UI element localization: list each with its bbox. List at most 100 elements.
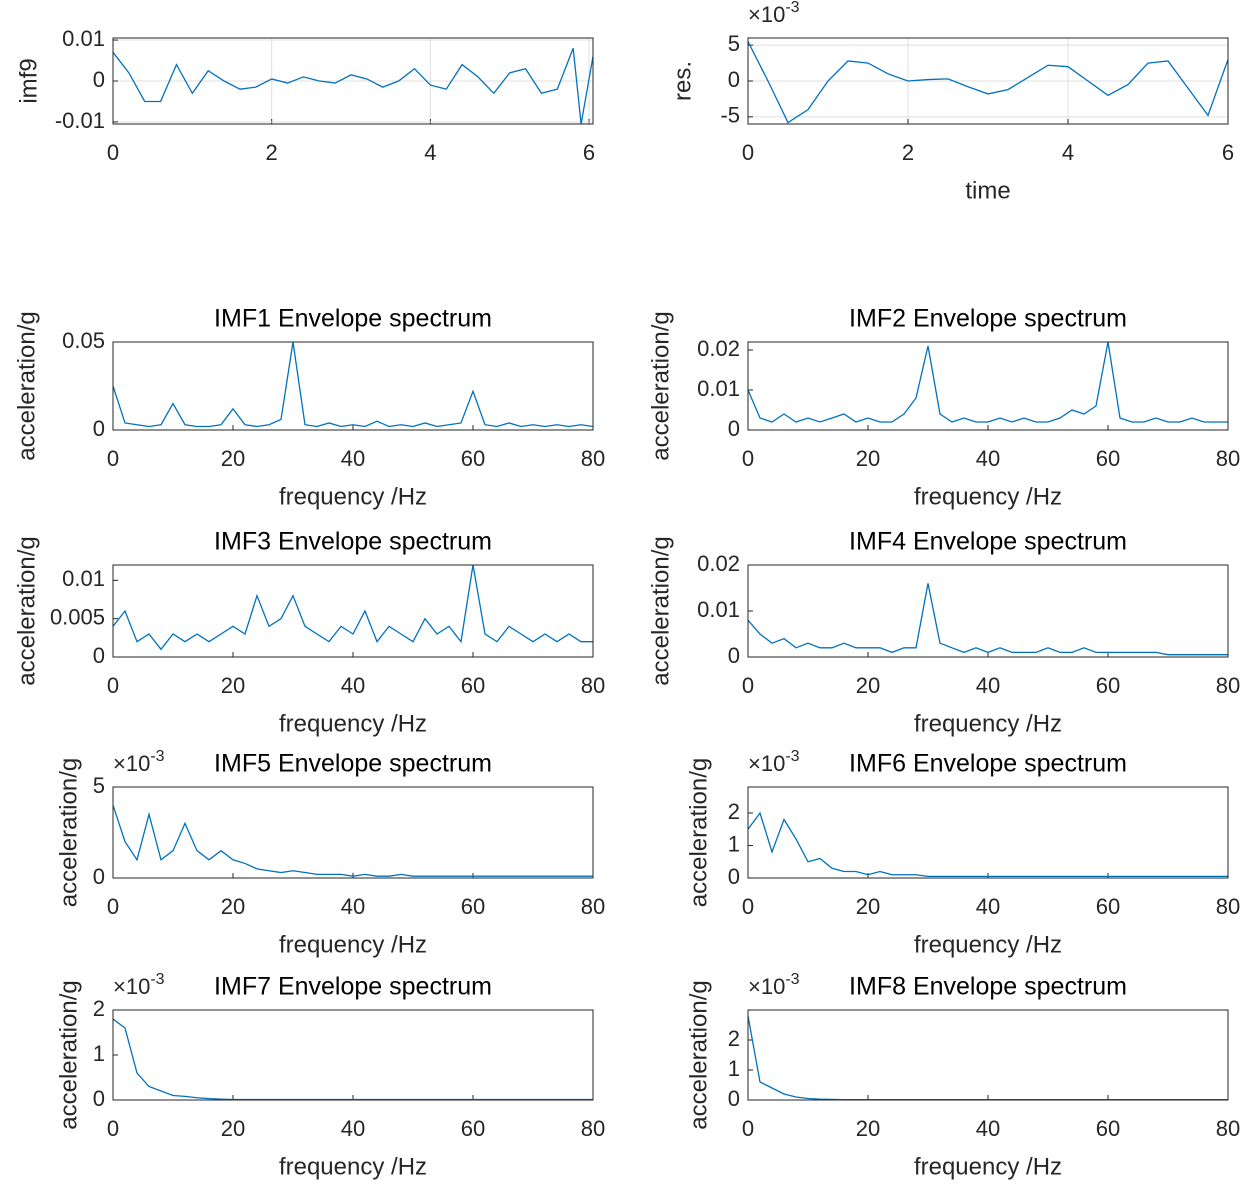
multiplier-exponent: -3: [785, 748, 799, 765]
chart-title: IMF6 Envelope spectrum: [849, 750, 1127, 778]
y-tick-label: 0.02: [697, 551, 740, 576]
x-tick-label: 2: [266, 140, 278, 165]
data-line: [113, 48, 593, 125]
y-axis-label: acceleration/g: [685, 758, 712, 907]
data-line: [113, 804, 593, 877]
x-tick-label: 20: [856, 673, 880, 698]
y-tick-label: 0.01: [697, 376, 740, 401]
x-tick-label: 2: [902, 140, 914, 165]
x-tick-label: 40: [976, 446, 1000, 471]
x-tick-label: 0: [742, 446, 754, 471]
y-tick-label: -5: [720, 103, 740, 128]
axes-box: [112, 564, 594, 658]
y-multiplier: ×10-3: [113, 971, 165, 999]
multiplier-base: ×10: [113, 974, 150, 999]
y-tick-label: 5: [93, 773, 105, 798]
axes-box: [112, 341, 594, 431]
x-tick-label: 80: [581, 673, 605, 698]
y-tick-label: 0: [93, 67, 105, 92]
x-tick-label: 40: [341, 673, 365, 698]
chart-title: IMF1 Envelope spectrum: [214, 305, 492, 333]
x-axis-label: frequency /Hz: [914, 710, 1062, 737]
y-multiplier: ×10-3: [748, 748, 800, 776]
x-tick-label: 80: [1216, 1116, 1240, 1141]
chart-title: IMF8 Envelope spectrum: [849, 973, 1127, 1001]
y-tick-label: 2: [728, 1026, 740, 1051]
multiplier-exponent: -3: [150, 748, 164, 765]
x-axis-label: frequency /Hz: [914, 483, 1062, 510]
x-tick-label: 80: [581, 894, 605, 919]
x-tick-label: 40: [976, 673, 1000, 698]
plot-area: [113, 342, 593, 430]
x-tick-label: 20: [856, 894, 880, 919]
x-tick-label: 40: [976, 894, 1000, 919]
y-tick-label: 0: [728, 643, 740, 668]
axes-box: [747, 786, 1229, 879]
x-tick-label: 60: [461, 1116, 485, 1141]
axes-box: [747, 37, 1229, 125]
x-tick-label: 20: [221, 1116, 245, 1141]
plot-area: [113, 1010, 593, 1100]
y-tick-label: 0: [728, 864, 740, 889]
y-tick-label: 1: [728, 831, 740, 856]
x-tick-label: 20: [856, 1116, 880, 1141]
x-tick-label: 0: [742, 140, 754, 165]
y-axis-label: imf9: [15, 58, 42, 103]
x-axis-label: frequency /Hz: [914, 1153, 1062, 1180]
plot-area: [748, 1010, 1228, 1100]
axes-box: [112, 37, 594, 125]
axes-box: [112, 786, 594, 879]
x-axis-label: frequency /Hz: [279, 931, 427, 958]
x-tick-label: 20: [221, 894, 245, 919]
y-tick-label: 0: [93, 416, 105, 441]
data-line: [748, 583, 1228, 656]
plot-area: [113, 565, 593, 657]
y-axis-label: acceleration/g: [55, 758, 82, 907]
multiplier-base: ×10: [748, 2, 785, 27]
axes-box: [112, 1009, 594, 1101]
x-tick-label: 60: [461, 673, 485, 698]
x-tick-label: 60: [1096, 673, 1120, 698]
x-tick-label: 0: [107, 446, 119, 471]
multiplier-base: ×10: [748, 751, 785, 776]
x-tick-label: 0: [742, 1116, 754, 1141]
chart-title: IMF3 Envelope spectrum: [214, 528, 492, 556]
y-axis-label: acceleration/g: [647, 536, 674, 685]
multiplier-base: ×10: [113, 751, 150, 776]
y-tick-label: 0.005: [50, 604, 105, 629]
plot-area: [748, 787, 1228, 878]
y-tick-label: 2: [93, 996, 105, 1021]
x-tick-label: 4: [424, 140, 436, 165]
x-tick-label: 6: [583, 140, 595, 165]
x-tick-label: 0: [107, 1116, 119, 1141]
y-tick-label: 0.02: [697, 336, 740, 361]
x-tick-label: 6: [1222, 140, 1234, 165]
y-tick-label: 1: [93, 1041, 105, 1066]
axes-box: [747, 341, 1229, 431]
y-tick-label: 0: [728, 416, 740, 441]
x-tick-label: 60: [461, 894, 485, 919]
x-tick-label: 20: [221, 446, 245, 471]
y-multiplier: ×10-3: [113, 748, 165, 776]
y-axis-label: acceleration/g: [13, 311, 40, 460]
x-tick-label: 40: [341, 446, 365, 471]
y-tick-label: -0.01: [55, 108, 105, 133]
y-tick-label: 0: [93, 643, 105, 668]
x-tick-label: 20: [221, 673, 245, 698]
chart-title: IMF5 Envelope spectrum: [214, 750, 492, 778]
x-tick-label: 0: [107, 673, 119, 698]
y-tick-label: 2: [728, 799, 740, 824]
x-tick-label: 60: [1096, 1116, 1120, 1141]
y-tick-label: 0: [93, 864, 105, 889]
data-line: [113, 341, 593, 428]
x-tick-label: 40: [341, 894, 365, 919]
axes-box: [747, 564, 1229, 658]
y-multiplier: ×10-3: [748, 0, 800, 27]
x-tick-label: 60: [1096, 446, 1120, 471]
data-line: [748, 341, 1228, 423]
x-axis-label: frequency /Hz: [279, 710, 427, 737]
x-tick-label: 0: [107, 140, 119, 165]
x-tick-label: 0: [107, 894, 119, 919]
